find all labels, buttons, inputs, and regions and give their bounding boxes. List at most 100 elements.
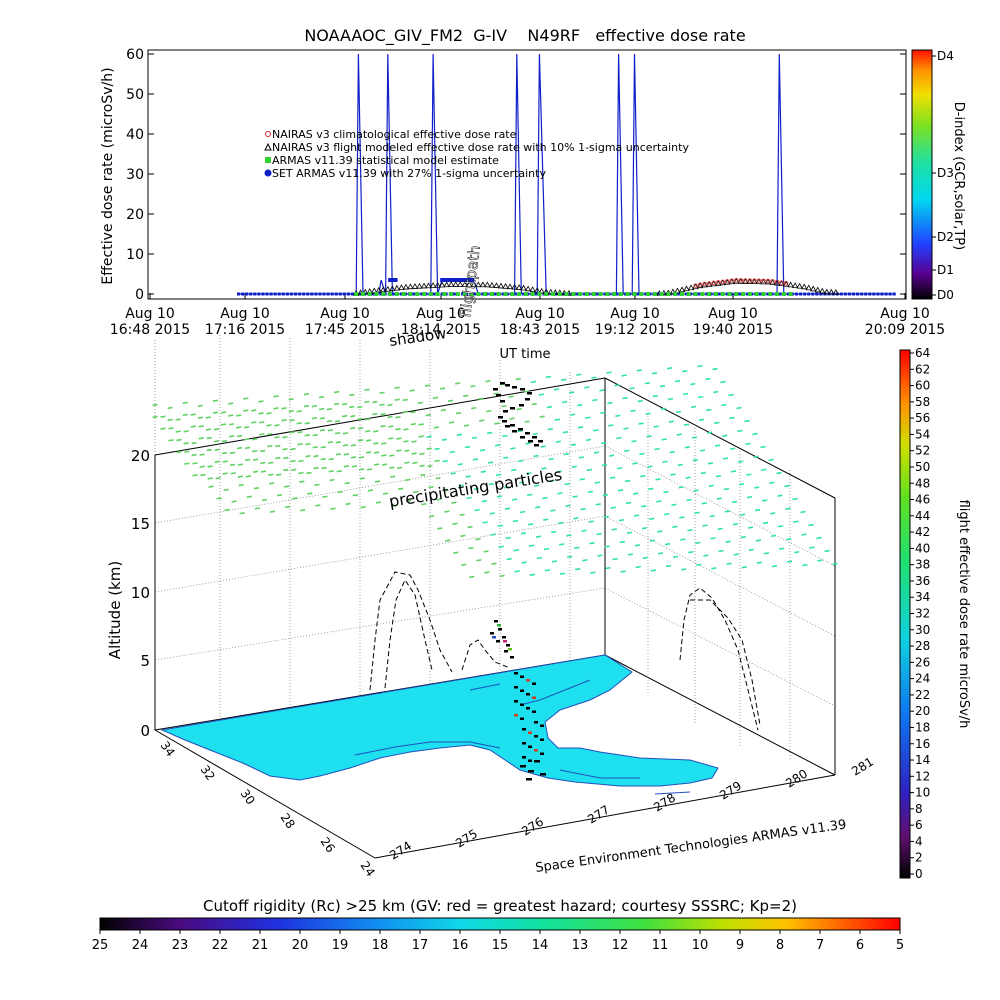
particle-mark [503, 486, 510, 489]
particle-mark [175, 430, 181, 433]
armas-model-point [557, 292, 562, 296]
nairas-flight-point [452, 281, 459, 287]
particle-mark [584, 386, 590, 389]
particle-mark [266, 424, 272, 427]
particle-mark [703, 554, 709, 557]
rigidity-tick-label: 20 [292, 938, 309, 953]
x-tick-time: 19:40 2015 [693, 322, 773, 338]
flight-marker [514, 672, 518, 675]
flight-marker [526, 679, 530, 682]
particle-mark [647, 465, 653, 468]
particle-mark [341, 402, 348, 406]
nairas-flight-point [796, 282, 803, 289]
set-armas-point [388, 278, 393, 282]
particle-mark [389, 475, 396, 478]
set-armas-point [705, 292, 709, 296]
longitude-tick-label: 275 [453, 827, 480, 851]
particle-mark [452, 522, 458, 525]
particle-mark [619, 540, 625, 544]
set-armas-point [470, 278, 475, 282]
particle-mark [642, 556, 649, 560]
particle-mark [554, 418, 561, 421]
particle-mark [808, 523, 814, 527]
dose-colorbar-tick-label: 18 [915, 720, 930, 734]
y-tick-label: 30 [126, 167, 144, 183]
armas-model-point [741, 292, 746, 296]
nairas-flight-point [773, 279, 781, 286]
flight-marker [490, 632, 494, 635]
rigidity-tick-label: 9 [736, 938, 744, 953]
set-armas-point [391, 292, 395, 296]
nairas-flight-point [687, 284, 695, 291]
particle-mark [501, 404, 507, 408]
particle-mark [487, 461, 494, 464]
particle-mark [243, 409, 249, 412]
nairas-flight-point [678, 286, 686, 293]
particle-mark [793, 520, 799, 523]
particle-mark [336, 470, 342, 473]
particle-mark [663, 490, 669, 494]
flight-marker [528, 745, 532, 748]
particle-mark [684, 446, 690, 449]
nairas-flight-point [705, 281, 713, 287]
y-tick-label: 10 [126, 247, 144, 263]
nairas-clim-point [706, 281, 712, 286]
particle-mark [688, 550, 694, 554]
particle-mark [511, 468, 517, 472]
flight-marker [514, 714, 518, 717]
nairas-clim-point [734, 278, 739, 283]
particle-mark [493, 392, 499, 395]
particle-mark [337, 490, 343, 494]
nairas-flight-point [389, 285, 396, 292]
particle-mark [298, 471, 304, 475]
particle-mark [571, 465, 577, 468]
particle-mark [365, 418, 371, 421]
particle-mark [418, 423, 424, 426]
particle-mark [776, 471, 782, 475]
particle-mark [220, 411, 227, 414]
particle-mark [786, 560, 793, 563]
particle-mark [258, 412, 264, 415]
flight-marker [520, 689, 524, 692]
flight-marker [522, 756, 526, 759]
nairas-flight-point [692, 283, 699, 290]
particle-mark [425, 413, 431, 417]
particle-mark [702, 524, 708, 527]
rigidity-tick-label: 7 [816, 938, 824, 953]
particle-mark [778, 525, 784, 528]
particle-mark [754, 486, 760, 489]
particle-mark [504, 507, 511, 510]
top-series-layer [237, 53, 896, 296]
rigidity-tick-label: 13 [572, 938, 589, 953]
particle-mark [458, 484, 464, 487]
particle-mark [646, 435, 652, 438]
dose-colorbar [899, 349, 911, 879]
credit-annotation: Space Environment Technologies ARMAS v11… [534, 817, 847, 876]
set-armas-point [575, 292, 579, 296]
x-tick-time: 19:12 2015 [595, 322, 675, 338]
nairas-flight-point [466, 281, 473, 287]
particle-mark [527, 523, 534, 526]
particle-mark [314, 483, 320, 487]
particle-mark [447, 399, 454, 403]
particle-mark [275, 444, 281, 448]
particle-mark [745, 442, 751, 446]
particle-mark [664, 512, 670, 516]
particle-mark [390, 504, 397, 507]
particle-mark [236, 434, 243, 438]
dose-colorbar-tick-label: 64 [915, 346, 930, 360]
armas-model-point [551, 292, 556, 296]
nairas-flight-point [380, 286, 387, 293]
particle-mark [512, 519, 519, 523]
set-armas-point [448, 278, 453, 282]
particle-mark [636, 369, 642, 372]
particle-mark [357, 427, 364, 430]
particle-mark [665, 542, 671, 546]
set-armas-point [281, 292, 285, 296]
particle-mark [320, 458, 326, 461]
particle-mark [739, 513, 746, 516]
flight-marker [538, 440, 543, 443]
dose-colorbar-tick-label: 8 [915, 802, 923, 816]
particle-mark [604, 545, 610, 548]
particle-mark [221, 439, 228, 443]
